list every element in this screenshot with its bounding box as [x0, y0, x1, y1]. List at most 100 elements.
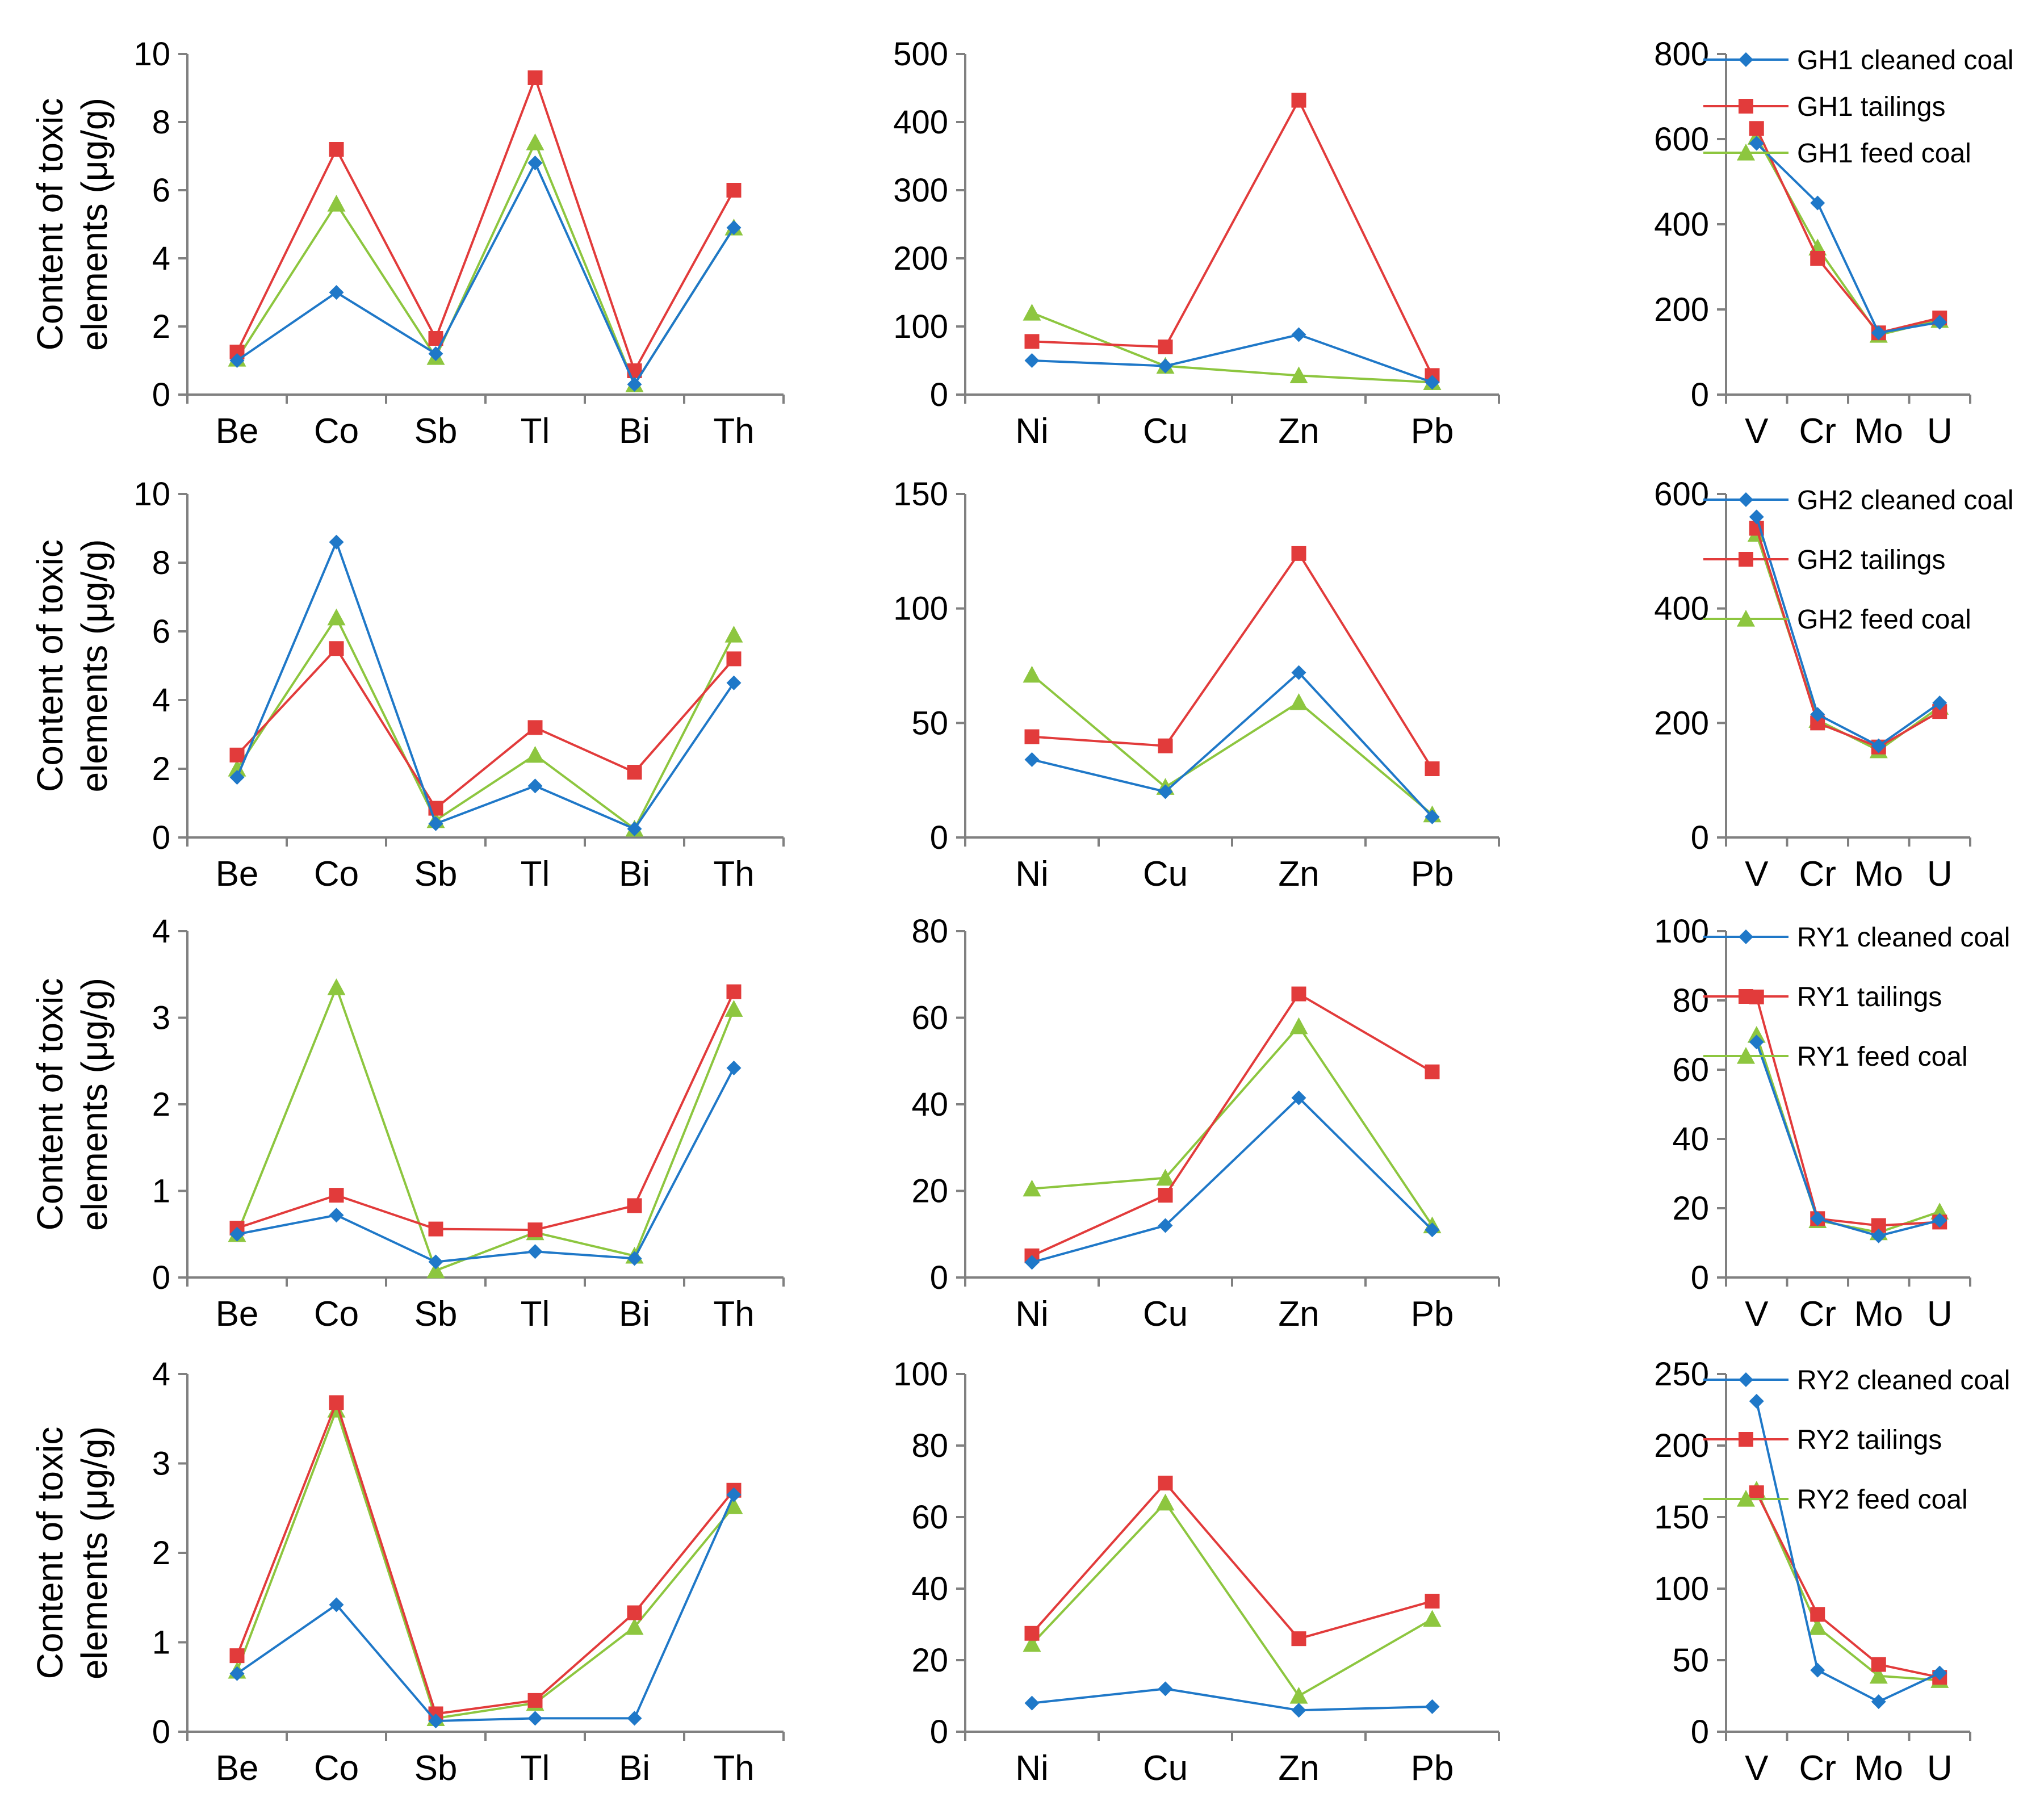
- data-point-cleaned: [1158, 358, 1173, 374]
- x-tick-label: Be: [216, 1749, 259, 1788]
- data-point-cleaned: [1158, 1218, 1173, 1233]
- y-tick-label: 0: [152, 819, 170, 856]
- data-point-cleaned: [726, 220, 742, 235]
- x-tick-label: Sb: [414, 412, 458, 451]
- x-tick-label: Co: [314, 412, 359, 451]
- data-point-tailings: [1291, 986, 1306, 1002]
- y-tick-label: 100: [1654, 1570, 1709, 1607]
- data-point-feed: [327, 608, 346, 626]
- y-axis-label-line2: elements (μg/g): [74, 978, 115, 1231]
- series-line-tailings: [1032, 98, 1434, 376]
- x-tick-label: Pb: [1411, 1749, 1454, 1788]
- y-tick-label: 4: [152, 240, 170, 277]
- y-tick-label: 500: [893, 36, 948, 73]
- data-point-cleaned: [726, 675, 742, 690]
- x-tick-label: Mo: [1854, 1295, 1903, 1334]
- y-tick-label: 50: [1672, 1642, 1709, 1679]
- y-tick-label: 3: [152, 1446, 170, 1482]
- data-point-cleaned: [1291, 1090, 1306, 1105]
- data-point-cleaned: [1024, 1695, 1040, 1711]
- legend-label-cleaned: RY1 cleaned coal: [1797, 923, 2010, 953]
- data-point-feed: [1747, 1026, 1766, 1043]
- legend-label-feed: GH1 feed coal: [1797, 139, 1971, 169]
- y-tick-label: 400: [893, 104, 948, 141]
- y-tick-label: 100: [893, 308, 948, 345]
- series-line-cleaned: [1032, 671, 1433, 818]
- legend-marker-cleaned: [1739, 492, 1753, 507]
- x-tick-label: Bi: [619, 1749, 650, 1788]
- x-tick-label: Pb: [1411, 1295, 1454, 1334]
- series-line-tailings: [236, 646, 735, 810]
- data-point-cleaned: [1425, 1699, 1440, 1714]
- x-tick-label: Zn: [1278, 412, 1319, 451]
- data-point-cleaned: [1291, 327, 1306, 342]
- data-point-cleaned: [329, 534, 344, 550]
- legend-marker-feed: [1737, 610, 1755, 627]
- y-tick-label: 50: [911, 705, 948, 742]
- x-tick-label: U: [1927, 1295, 1953, 1334]
- y-tick-label: 0: [930, 1714, 948, 1750]
- data-point-feed: [1023, 1179, 1041, 1197]
- y-tick-label: 0: [930, 1259, 948, 1296]
- y-tick-label: 0: [930, 819, 948, 856]
- data-point-feed: [1289, 1017, 1308, 1034]
- y-tick-label: 40: [1672, 1121, 1709, 1158]
- x-tick-label: Co: [314, 1749, 359, 1788]
- data-point-cleaned: [1749, 509, 1764, 525]
- series-line-tailings: [1031, 1481, 1433, 1640]
- x-tick-label: Sb: [414, 1749, 458, 1788]
- x-tick-label: Cu: [1143, 412, 1188, 451]
- y-tick-label: 20: [911, 1642, 948, 1679]
- y-tick-label: 80: [911, 1427, 948, 1464]
- x-tick-label: U: [1927, 1749, 1953, 1788]
- y-tick-label: 200: [1654, 291, 1709, 328]
- data-point-cleaned: [627, 1711, 642, 1726]
- data-point-cleaned: [627, 1251, 642, 1266]
- y-tick-label: 2: [152, 751, 170, 788]
- data-point-cleaned: [1158, 784, 1173, 799]
- series-line-feed: [1031, 312, 1433, 384]
- data-point-cleaned: [1291, 1703, 1306, 1718]
- x-tick-label: Mo: [1854, 1749, 1903, 1788]
- data-point-cleaned: [1810, 707, 1825, 722]
- data-point-cleaned: [1810, 1662, 1825, 1678]
- legend-label-cleaned: GH2 cleaned coal: [1797, 485, 2014, 516]
- y-tick-label: 10: [133, 476, 170, 513]
- y-tick-label: 200: [1654, 1427, 1709, 1464]
- series-line-cleaned: [1031, 1096, 1433, 1264]
- y-tick-label: 20: [911, 1173, 948, 1210]
- series-line-feed: [1031, 674, 1433, 816]
- y-axis-label-line1: Content of toxic: [30, 1427, 70, 1679]
- x-tick-label: Th: [713, 854, 754, 894]
- data-point-cleaned: [1810, 195, 1825, 211]
- data-point-tailings: [1425, 1064, 1440, 1079]
- y-tick-label: 150: [893, 476, 948, 513]
- x-tick-label: Sb: [414, 1295, 458, 1334]
- legend-marker-cleaned: [1739, 1372, 1753, 1387]
- data-point-cleaned: [1932, 1213, 1947, 1228]
- legend-label-tailings: RY1 tailings: [1797, 982, 1942, 1012]
- data-point-cleaned: [428, 346, 443, 361]
- legend-marker-cleaned: [1739, 52, 1753, 67]
- x-tick-label: V: [1745, 1295, 1769, 1334]
- series-line-tailings: [1755, 996, 1940, 1227]
- data-point-cleaned: [1932, 1665, 1947, 1681]
- data-point-feed: [1023, 304, 1041, 321]
- legend-label-cleaned: GH1 cleaned coal: [1797, 45, 2014, 76]
- data-point-tailings: [627, 765, 642, 780]
- data-point-cleaned: [627, 821, 642, 836]
- x-tick-label: Tl: [521, 854, 550, 894]
- data-point-tailings: [329, 142, 344, 157]
- y-tick-label: 150: [1654, 1499, 1709, 1536]
- legend-label-tailings: GH2 tailings: [1797, 545, 1945, 575]
- y-tick-label: 0: [1691, 819, 1709, 856]
- data-point-feed: [1156, 1168, 1175, 1186]
- chart-panel-gh1-b: 0 100 200 300 400 500 Ni Cu Zn Pb: [893, 36, 1500, 451]
- series-line-feed: [236, 1406, 735, 1720]
- data-point-cleaned: [1810, 1211, 1825, 1226]
- data-point-cleaned: [1024, 1255, 1040, 1270]
- legend-marker-tailings: [1739, 989, 1753, 1004]
- data-point-cleaned: [527, 1244, 543, 1259]
- data-point-feed: [1023, 1635, 1041, 1652]
